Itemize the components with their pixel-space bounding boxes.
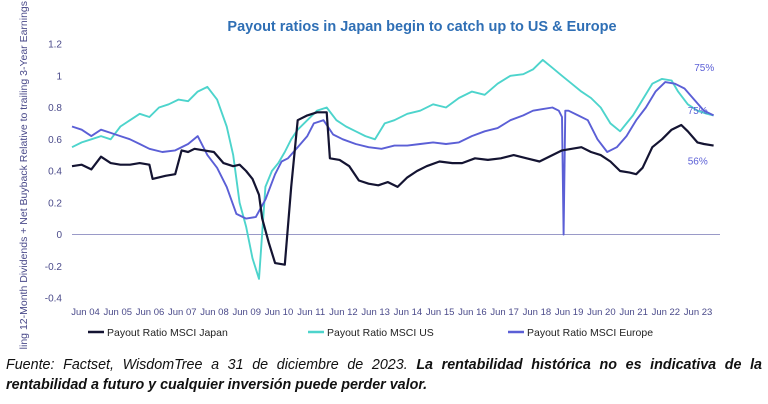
- y-tick-label: 0.6: [48, 135, 62, 146]
- x-tick-label: Jun 06: [136, 307, 165, 318]
- y-tick-label: 0.2: [48, 198, 62, 209]
- value-annotation: 56%: [688, 157, 708, 168]
- chart-title: Payout ratios in Japan begin to catch up…: [227, 19, 616, 35]
- legend-label-europe: Payout Ratio MSCI Europe: [527, 327, 653, 339]
- legend-label-japan: Payout Ratio MSCI Japan: [107, 327, 228, 339]
- series-line-japan: [71, 111, 714, 266]
- payout-ratio-chart: Payout ratios in Japan begin to catch up…: [18, 1, 720, 350]
- series-lines: [71, 58, 715, 280]
- annotations: 75% 75% 56%: [688, 63, 715, 168]
- x-tick-label: Jun 14: [394, 307, 423, 318]
- value-annotation: 75%: [688, 106, 708, 117]
- y-tick-label: 1.2: [48, 40, 62, 51]
- legend: Payout Ratio MSCI Japan Payout Ratio MSCI…: [88, 327, 653, 339]
- y-tick-label: 0.8: [48, 103, 62, 114]
- x-tick-label: Jun 15: [426, 307, 455, 318]
- x-tick-label: Jun 16: [458, 307, 487, 318]
- caption-disclaimer: La rentabilidad histórica no es indicati…: [6, 357, 762, 393]
- x-tick-label: Jun 09: [232, 307, 261, 318]
- y-axis-label: Trailing 12-Month Dividends + Net Buybac…: [18, 1, 30, 350]
- y-tick-label: 0.4: [48, 167, 62, 178]
- y-tick-label: 0: [56, 230, 62, 241]
- x-tick-label: Jun 23: [684, 307, 713, 318]
- y-tick-label: -0.4: [45, 294, 63, 305]
- x-tick-label: Jun 12: [329, 307, 358, 318]
- x-tick-label: Jun 21: [619, 307, 648, 318]
- value-annotation: 75%: [694, 63, 714, 74]
- x-tick-label: Jun 07: [168, 307, 197, 318]
- y-tick-label: -0.2: [45, 262, 63, 273]
- x-tick-label: Jun 11: [297, 307, 325, 318]
- x-tick-label: Jun 19: [555, 307, 584, 318]
- y-axis-ticks: -0.4 -0.2 0 0.2 0.4 0.6 0.8 1 1.2: [45, 40, 63, 305]
- x-axis-ticks: Jun 04 Jun 05 Jun 06 Jun 07 Jun 08 Jun 09 Jun …: [71, 234, 720, 318]
- x-tick-label: Jun 10: [265, 307, 294, 318]
- x-tick-label: Jun 08: [200, 307, 229, 318]
- x-tick-label: Jun 04: [71, 307, 100, 318]
- x-tick-label: Jun 20: [587, 307, 616, 318]
- x-tick-label: Jun 17: [490, 307, 519, 318]
- legend-label-us: Payout Ratio MSCI US: [327, 327, 434, 339]
- x-tick-label: Jun 18: [523, 307, 552, 318]
- series-line-us: [71, 58, 714, 280]
- y-tick-label: 1: [56, 71, 62, 82]
- x-tick-label: Jun 22: [652, 307, 681, 318]
- caption-source: Fuente: Factset, WisdomTree a 31 de dici…: [6, 357, 417, 373]
- x-tick-label: Jun 13: [361, 307, 390, 318]
- source-caption: Fuente: Factset, WisdomTree a 31 de dici…: [6, 355, 762, 395]
- x-tick-label: Jun 05: [104, 307, 133, 318]
- series-line-europe: [71, 81, 715, 236]
